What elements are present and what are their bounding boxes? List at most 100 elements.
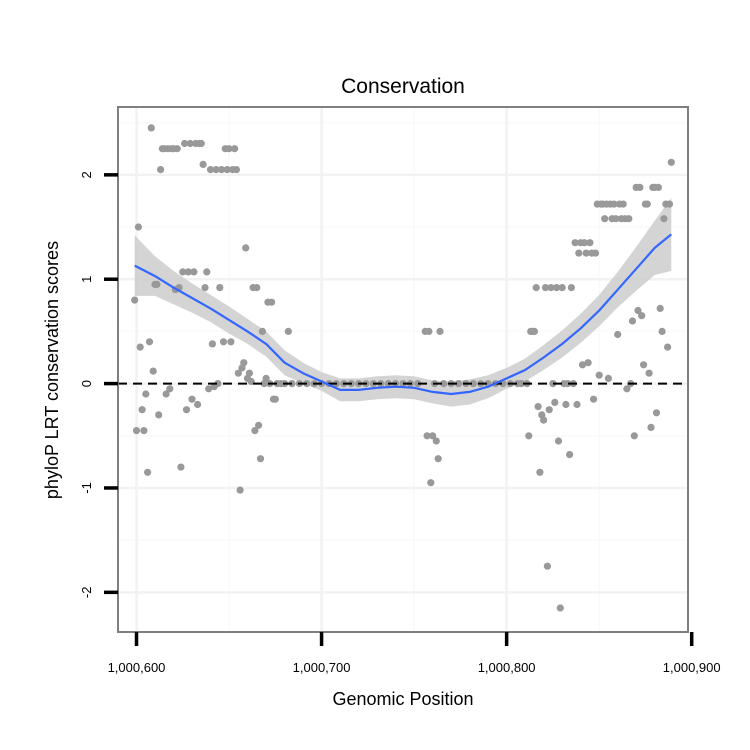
data-point <box>612 215 620 223</box>
data-point <box>227 338 235 346</box>
data-point <box>660 215 668 223</box>
x-tick-label: 1,000,900 <box>663 660 721 675</box>
data-point <box>132 427 141 435</box>
x-axis: 1,000,600 1,000,700 1,000,800 1,000,900 <box>108 632 721 675</box>
data-point <box>623 385 631 393</box>
data-point <box>634 306 642 315</box>
data-point <box>562 400 570 409</box>
data-point <box>595 371 603 379</box>
data-point <box>182 406 191 414</box>
data-point <box>571 239 579 247</box>
data-point <box>251 427 259 435</box>
data-point <box>206 166 215 174</box>
chart-title: Conservation <box>341 75 465 98</box>
data-point <box>149 367 157 375</box>
data-point <box>145 338 154 346</box>
x-tick-label: 1,000,600 <box>108 660 166 675</box>
data-point <box>656 304 664 312</box>
data-point <box>284 327 292 335</box>
data-point <box>253 284 261 292</box>
data-point <box>245 369 253 377</box>
data-point <box>564 380 572 388</box>
data-point <box>610 200 618 208</box>
data-point <box>256 455 265 463</box>
data-point <box>155 411 163 419</box>
data-point <box>536 468 544 476</box>
data-point <box>214 380 222 388</box>
confidence-band <box>134 197 672 407</box>
y-axis: -2 -1 0 1 2 <box>79 171 118 598</box>
data-point <box>153 280 161 288</box>
data-point <box>517 380 526 388</box>
data-point <box>240 359 248 367</box>
plot-border <box>117 106 689 633</box>
data-point <box>436 327 444 335</box>
data-point <box>554 437 563 445</box>
data-point <box>582 249 590 257</box>
data-point <box>567 284 576 292</box>
data-point <box>590 395 598 403</box>
data-point <box>234 369 242 377</box>
data-point <box>647 423 655 431</box>
data-point <box>173 145 181 153</box>
plot-panel <box>118 107 688 632</box>
data-point <box>440 380 448 388</box>
data-point <box>216 284 224 292</box>
data-point <box>525 432 533 440</box>
data-point <box>144 468 152 476</box>
data-point <box>194 400 202 409</box>
data-point <box>640 361 648 369</box>
data-point <box>553 284 561 292</box>
data-point <box>179 268 187 276</box>
data-point <box>258 327 266 335</box>
data-point <box>203 268 211 276</box>
data-point <box>236 486 244 494</box>
data-point <box>255 421 263 429</box>
data-point <box>201 284 209 292</box>
data-point <box>584 359 592 367</box>
data-point <box>136 343 144 351</box>
data-point <box>664 343 672 351</box>
data-point <box>414 380 422 388</box>
data-point <box>231 145 239 153</box>
data-point <box>638 312 646 320</box>
data-point <box>134 223 142 231</box>
x-tick-label: 1,000,700 <box>293 660 351 675</box>
data-point <box>423 432 431 440</box>
data-point <box>223 166 231 174</box>
data-point <box>184 268 192 276</box>
data-point <box>543 562 552 570</box>
data-point <box>549 380 557 388</box>
data-point <box>580 239 589 247</box>
data-point <box>614 330 622 339</box>
data-point <box>667 158 675 166</box>
data-point <box>604 374 613 382</box>
y-tick-label: 1 <box>79 276 94 283</box>
data-point <box>197 139 205 148</box>
x-axis-title: Genomic Position <box>332 689 473 709</box>
data-point <box>177 463 185 471</box>
data-point <box>262 374 270 382</box>
smooth-line-layer <box>134 233 672 396</box>
y-tick-label: -1 <box>79 482 94 494</box>
data-point <box>636 183 644 191</box>
data-point <box>469 380 477 388</box>
data-point <box>541 284 550 292</box>
y-tick-label: 2 <box>79 171 94 178</box>
data-point <box>551 398 559 406</box>
data-point <box>558 284 566 292</box>
data-point <box>432 437 440 445</box>
data-point <box>540 416 548 424</box>
y-tick-label: -2 <box>79 587 94 599</box>
data-point <box>157 166 165 174</box>
data-point <box>225 145 233 153</box>
data-point <box>628 317 637 325</box>
data-point <box>658 327 666 335</box>
data-point <box>532 284 540 292</box>
data-point <box>643 200 651 208</box>
data-point <box>601 215 609 223</box>
smooth-line <box>134 233 672 396</box>
data-point <box>190 268 198 276</box>
data-point <box>205 385 213 393</box>
